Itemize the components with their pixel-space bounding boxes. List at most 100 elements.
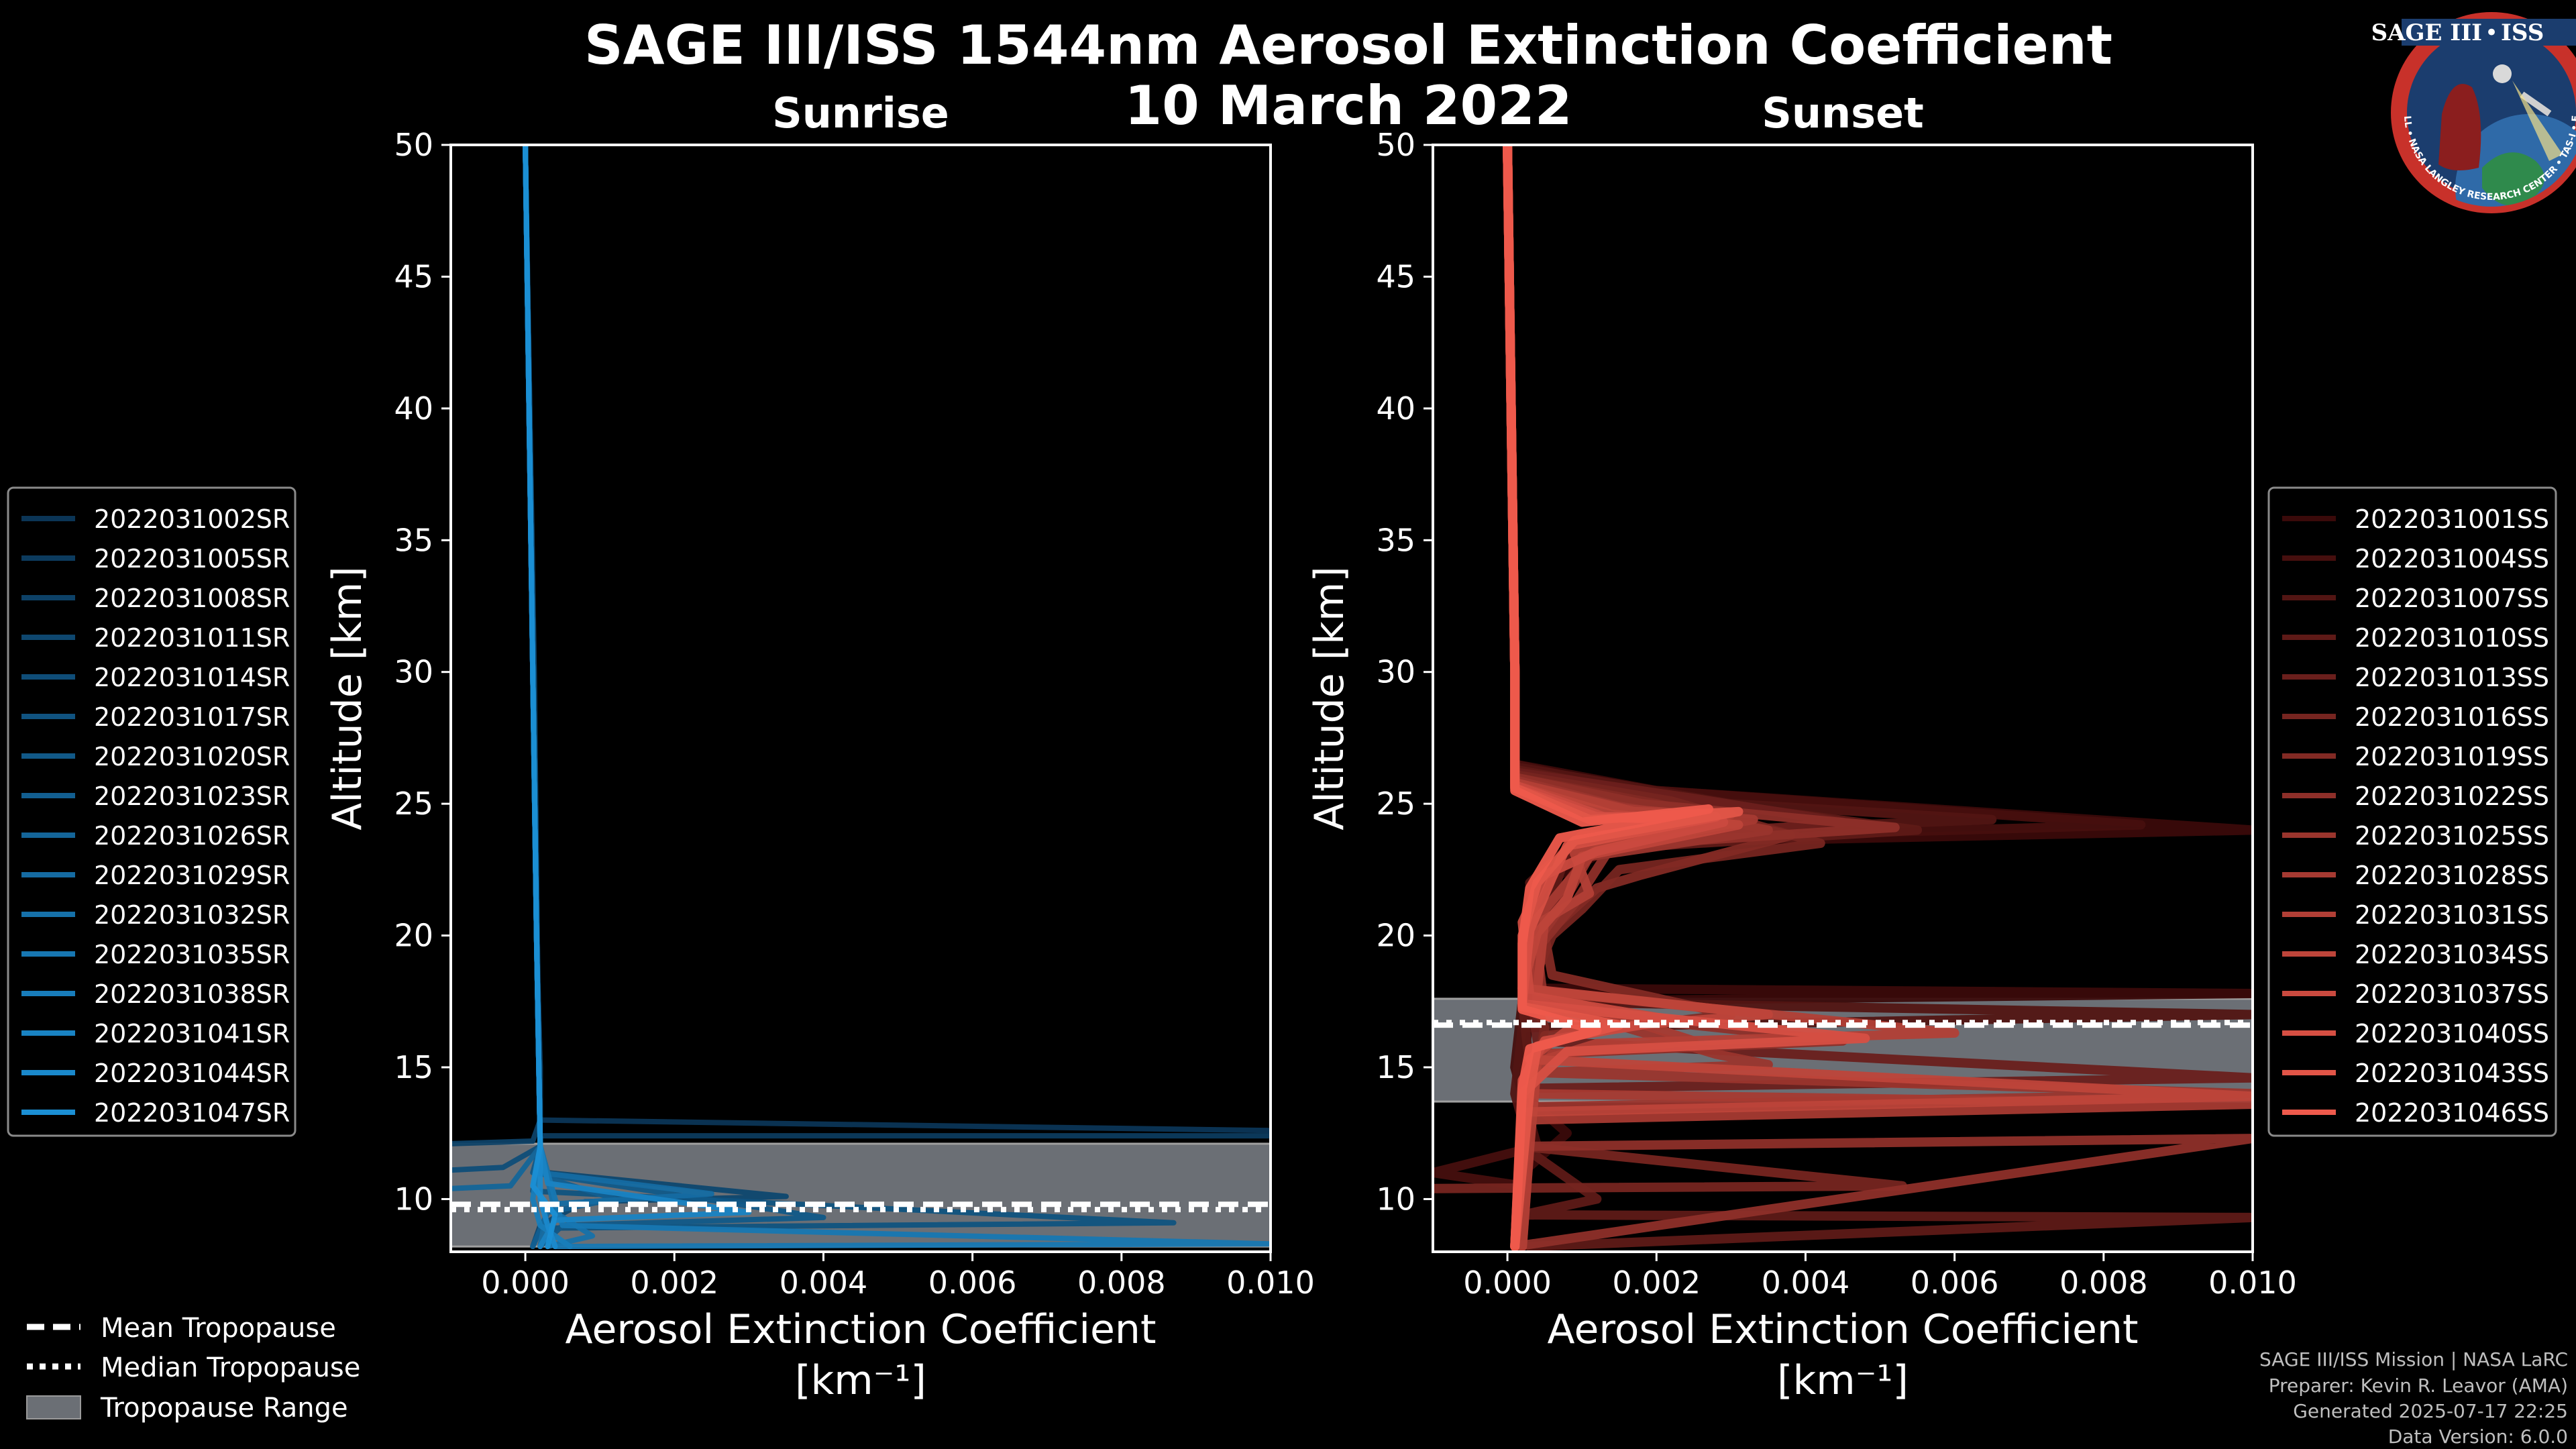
sunrise-ytick-label-25: 25 [394, 786, 433, 822]
logo-satellite [2520, 91, 2552, 117]
sunset-legend-label-12: 2022031037SS [2355, 979, 2549, 1009]
sunrise-ytick-label-35: 35 [394, 522, 433, 558]
sunset-ytick-label-10: 10 [1376, 1181, 1415, 1217]
sunrise-legend-label-5: 2022031017SR [94, 702, 290, 732]
sunrise-legend-label-2: 2022031008SR [94, 584, 290, 613]
sunrise-ytick-label-50: 50 [394, 127, 433, 163]
sunset-legend-label-15: 2022031046SS [2355, 1098, 2549, 1128]
sunrise-line-2022031047SR [523, 145, 558, 1250]
sunrise-line-2022031041SR [523, 145, 752, 1250]
median-tropopause-label: Median Tropopause [101, 1352, 360, 1383]
sunrise-panel: 10 15 20 25 30 35 40 45 50 0.000 0.002 0.004 0.006 0.… [324, 89, 1315, 1404]
sunset-line-2022031046SS [1503, 145, 1713, 1252]
sunset-xtick-label-3: 0.006 [1911, 1265, 1999, 1301]
sunrise-legend-label-13: 2022031041SR [94, 1019, 290, 1049]
sunset-ytick-label-30: 30 [1376, 654, 1415, 690]
sunrise-ytick-label-30: 30 [394, 654, 433, 690]
credit-mission: SAGE III/ISS Mission | NASA LaRC [2259, 1348, 2568, 1371]
sunrise-ytick-label-40: 40 [394, 390, 433, 427]
sunset-legend-label-0: 2022031001SS [2355, 504, 2549, 534]
tropopause-range-swatch [26, 1395, 81, 1419]
sunset-series-group [1433, 145, 2253, 1252]
sunrise-legend-label-9: 2022031029SR [94, 861, 290, 890]
sunrise-line-2022031020SR [523, 145, 826, 1250]
sunset-ytick-label-25: 25 [1376, 786, 1415, 822]
sunrise-legend-label-4: 2022031014SR [94, 663, 290, 692]
sunset-xtick-label-4: 0.008 [2059, 1265, 2148, 1301]
sunset-legend-label-11: 2022031034SS [2355, 940, 2549, 969]
sunrise-legend-frame [7, 486, 297, 1137]
sunrise-legend-label-1: 2022031005SR [94, 544, 290, 574]
sunrise-line-2022031011SR [523, 145, 789, 1250]
sunset-legend-label-4: 2022031013SS [2355, 663, 2549, 692]
sunset-legend-frame [2267, 486, 2557, 1137]
sunset-ylabel: Altitude [km] [1306, 566, 1353, 830]
tropopause-range-label: Tropopause Range [100, 1393, 348, 1424]
sunrise-ytick-label-45: 45 [394, 258, 433, 294]
sunrise-legend-label-3: 2022031011SR [94, 623, 290, 653]
sunset-legend-label-13: 2022031040SS [2355, 1019, 2549, 1049]
figure-date: 10 March 2022 [1124, 74, 1572, 137]
sunset-ytick-label-15: 15 [1376, 1049, 1415, 1085]
logo-landmass [2482, 152, 2544, 206]
sunset-panel: 10 15 20 25 30 35 40 45 50 0.000 0.002 0.004 0.006 0.… [1306, 89, 2297, 1404]
sunset-ytick-label-40: 40 [1376, 390, 1415, 427]
sunset-legend-label-2: 2022031007SS [2355, 584, 2549, 613]
tropopause-legend: Mean Tropopause Median Tropopause Tropop… [26, 1313, 360, 1424]
sunrise-xlabel: Aerosol Extinction Coefficient [566, 1306, 1157, 1353]
logo-moon [2493, 64, 2512, 83]
sunset-legend-label-9: 2022031028SS [2355, 861, 2549, 890]
credit-version: Data Version: 6.0.0 [2388, 1426, 2568, 1448]
sunrise-legend-label-6: 2022031020SR [94, 742, 290, 771]
sunrise-series-group [451, 145, 1271, 1250]
credit-generated: Generated 2025-07-17 22:25 [2293, 1400, 2568, 1422]
sunrise-xtick-label-1: 0.002 [630, 1265, 718, 1301]
mean-tropopause-label: Mean Tropopause [101, 1313, 336, 1344]
sunset-legend-label-1: 2022031004SS [2355, 544, 2549, 574]
sunrise-panel-title: Sunrise [772, 89, 949, 138]
logo-banner [2402, 19, 2576, 46]
sunrise-legend-label-12: 2022031038SR [94, 979, 290, 1009]
logo-figure [2438, 84, 2481, 170]
sunrise-ytick-label-10: 10 [394, 1181, 433, 1217]
sunrise-legend-label-7: 2022031023SR [94, 782, 290, 811]
sunset-axes-frame [1432, 144, 2254, 1253]
sunset-ytick-label-35: 35 [1376, 522, 1415, 558]
sunset-ytick-label-20: 20 [1376, 918, 1415, 954]
sunrise-line-2022031029SR [523, 145, 714, 1250]
sunrise-xunit: [km⁻¹] [795, 1357, 926, 1404]
sunset-xunit: [km⁻¹] [1777, 1357, 1909, 1404]
sunset-legend-label-10: 2022031031SS [2355, 900, 2549, 930]
sunset-xtick-label-0: 0.000 [1463, 1265, 1552, 1301]
sunrise-ylabel: Altitude [km] [324, 566, 371, 830]
sunrise-xtick-label-4: 0.008 [1077, 1265, 1166, 1301]
logo-title-sep: • [2485, 19, 2498, 46]
sunset-ytick-label-45: 45 [1376, 258, 1415, 294]
sunrise-xtick-label-0: 0.000 [481, 1265, 570, 1301]
sunset-legend-label-3: 2022031010SS [2355, 623, 2549, 653]
sunrise-legend-label-8: 2022031026SR [94, 821, 290, 851]
sunset-xtick-label-2: 0.004 [1762, 1265, 1850, 1301]
credits: SAGE III/ISS Mission | NASA LaRC Prepare… [2259, 1348, 2568, 1448]
sunset-legend-label-8: 2022031025SS [2355, 821, 2549, 851]
sunrise-legend-label-11: 2022031035SR [94, 940, 290, 969]
figure-title: SAGE III/ISS 1544nm Aerosol Extinction C… [584, 14, 2112, 76]
logo-title-left: SAGE III [2371, 19, 2482, 46]
sunset-legend-label-7: 2022031022SS [2355, 782, 2549, 811]
sunrise-line-2022031005SR [523, 145, 1271, 1139]
logo-beam [2512, 80, 2563, 161]
sunset-xtick-label-1: 0.002 [1612, 1265, 1701, 1301]
credit-preparer: Preparer: Kevin R. Leavor (AMA) [2269, 1375, 2568, 1397]
sunrise-legend-label-0: 2022031002SR [94, 504, 290, 534]
sunset-panel-title: Sunset [1762, 89, 1924, 138]
sunrise-ytick-label-20: 20 [394, 918, 433, 954]
sunrise-legend: 2022031002SR 2022031005SR 2022031008SR 2022… [7, 486, 297, 1137]
sunrise-xtick-label-3: 0.006 [928, 1265, 1017, 1301]
sunset-legend: 2022031001SS 2022031004SS 2022031007SS 2022… [2267, 486, 2557, 1137]
sunrise-line-2022031017SR [523, 145, 1177, 1250]
sunset-ytick-label-50: 50 [1376, 127, 1415, 163]
sunrise-legend-label-14: 2022031044SR [94, 1059, 290, 1088]
sunset-xlabel: Aerosol Extinction Coefficient [1548, 1306, 2139, 1353]
sunrise-xtick-label-2: 0.004 [780, 1265, 868, 1301]
sunrise-line-2022031002SR [523, 145, 1271, 1134]
